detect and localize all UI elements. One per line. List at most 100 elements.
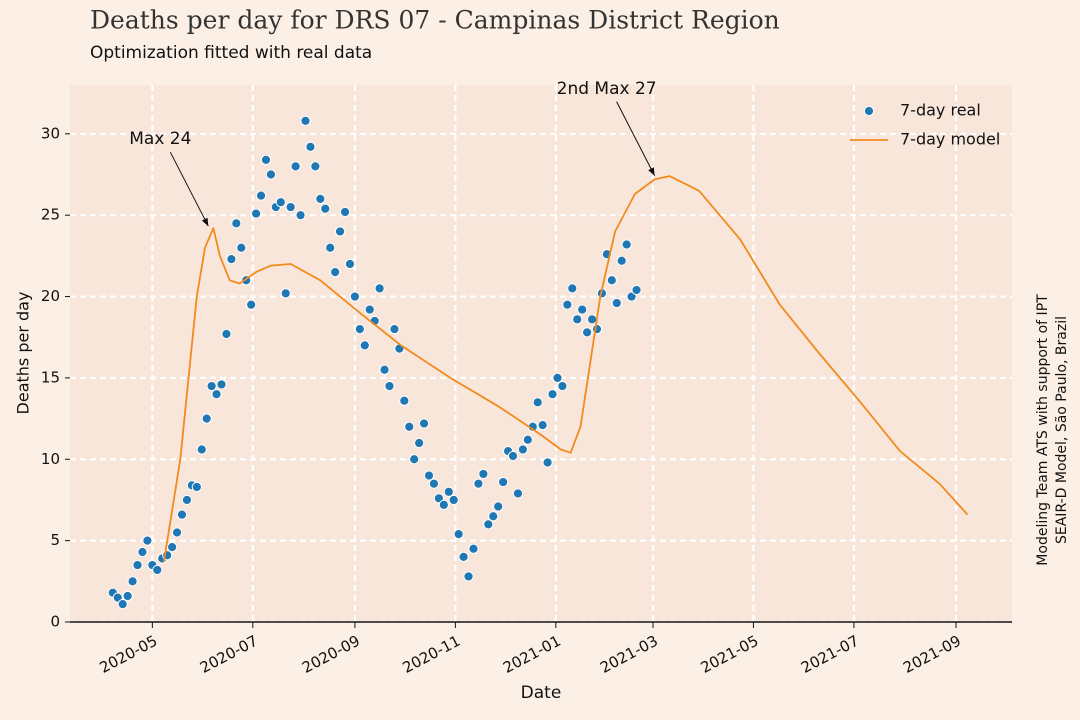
data-point xyxy=(572,314,583,325)
data-point xyxy=(305,141,316,152)
data-point xyxy=(132,559,143,571)
data-point xyxy=(384,380,395,392)
data-point xyxy=(557,380,568,392)
data-point xyxy=(478,468,489,480)
y-tick-label: 25 xyxy=(41,206,60,224)
x-axis-label: Date xyxy=(521,683,562,703)
data-point xyxy=(364,304,375,315)
data-point xyxy=(458,551,469,563)
data-point xyxy=(409,454,420,465)
data-point xyxy=(428,478,440,489)
legend-marker xyxy=(863,105,875,117)
data-point xyxy=(334,226,346,237)
legend-label: 7-day real xyxy=(900,101,981,120)
data-point xyxy=(330,267,341,278)
data-point xyxy=(191,481,202,493)
data-point xyxy=(586,314,598,325)
data-point xyxy=(250,208,262,219)
annotation-label: Max 24 xyxy=(129,129,191,149)
data-point xyxy=(325,242,336,253)
data-point xyxy=(542,457,553,468)
data-point xyxy=(418,418,430,429)
data-point xyxy=(300,115,311,126)
data-point xyxy=(414,437,425,449)
y-axis-label: Deaths per day xyxy=(14,292,33,415)
data-point xyxy=(532,397,543,408)
data-point xyxy=(354,323,365,335)
data-point xyxy=(236,242,247,253)
data-point xyxy=(265,169,277,180)
annotation-arrow xyxy=(169,151,209,227)
annotation-arrow xyxy=(616,101,656,176)
y-tick-label: 20 xyxy=(41,287,60,305)
data-point xyxy=(389,323,400,335)
y-tick-label: 10 xyxy=(41,450,60,468)
data-point xyxy=(493,501,504,512)
data-point xyxy=(473,478,484,489)
data-point xyxy=(201,413,212,424)
data-point xyxy=(216,379,227,390)
data-point xyxy=(498,476,509,488)
data-point xyxy=(196,444,207,455)
data-point xyxy=(310,161,321,172)
model-line xyxy=(163,175,969,562)
data-point xyxy=(137,546,148,558)
data-point xyxy=(349,291,361,302)
data-point xyxy=(567,283,578,294)
data-point xyxy=(522,434,533,445)
data-point xyxy=(142,535,153,546)
data-point xyxy=(591,323,603,335)
annotation-label: 2nd Max 27 xyxy=(557,79,657,99)
data-point xyxy=(606,275,617,286)
legend-label: 7-day model xyxy=(900,130,1000,149)
data-point xyxy=(507,450,519,462)
data-point xyxy=(344,258,356,270)
data-point xyxy=(122,590,133,602)
data-point xyxy=(488,511,499,522)
data-point xyxy=(611,297,622,309)
data-point xyxy=(167,542,178,553)
data-point xyxy=(246,299,257,310)
data-point xyxy=(285,201,296,213)
data-point xyxy=(181,494,193,506)
side-note: Modeling Team ATS with support of IPT xyxy=(1035,294,1051,566)
data-point xyxy=(275,197,286,208)
data-point xyxy=(468,543,479,554)
data-point xyxy=(448,494,459,506)
data-point xyxy=(339,206,351,218)
data-point xyxy=(206,380,217,392)
data-point xyxy=(152,564,163,576)
data-point xyxy=(171,527,183,538)
data-point xyxy=(221,328,232,340)
data-point xyxy=(295,210,306,221)
y-tick-label: 5 xyxy=(50,531,60,549)
data-point xyxy=(438,499,449,510)
data-point xyxy=(226,254,237,265)
chart-title: Deaths per day for DRS 07 - Campinas Dis… xyxy=(90,6,780,35)
data-point xyxy=(399,395,410,406)
data-point xyxy=(374,283,385,294)
data-point xyxy=(260,154,272,165)
data-point xyxy=(231,218,242,229)
data-point xyxy=(443,486,454,497)
data-point xyxy=(211,389,222,400)
y-tick-label: 30 xyxy=(41,124,60,142)
data-point xyxy=(577,304,588,315)
side-note: SEAIR-D Model, São Paulo, Brazil xyxy=(1054,316,1070,544)
data-point xyxy=(176,509,188,520)
data-point xyxy=(512,488,524,499)
y-tick-label: 0 xyxy=(50,613,60,631)
data-point xyxy=(290,161,301,172)
data-point xyxy=(463,571,474,582)
data-point xyxy=(562,299,573,310)
data-point xyxy=(631,284,642,296)
data-point xyxy=(552,372,563,384)
data-point xyxy=(616,255,627,266)
data-point xyxy=(320,203,331,214)
data-point xyxy=(379,364,390,375)
data-point xyxy=(537,420,548,431)
data-point xyxy=(404,421,415,432)
data-point xyxy=(547,389,558,400)
